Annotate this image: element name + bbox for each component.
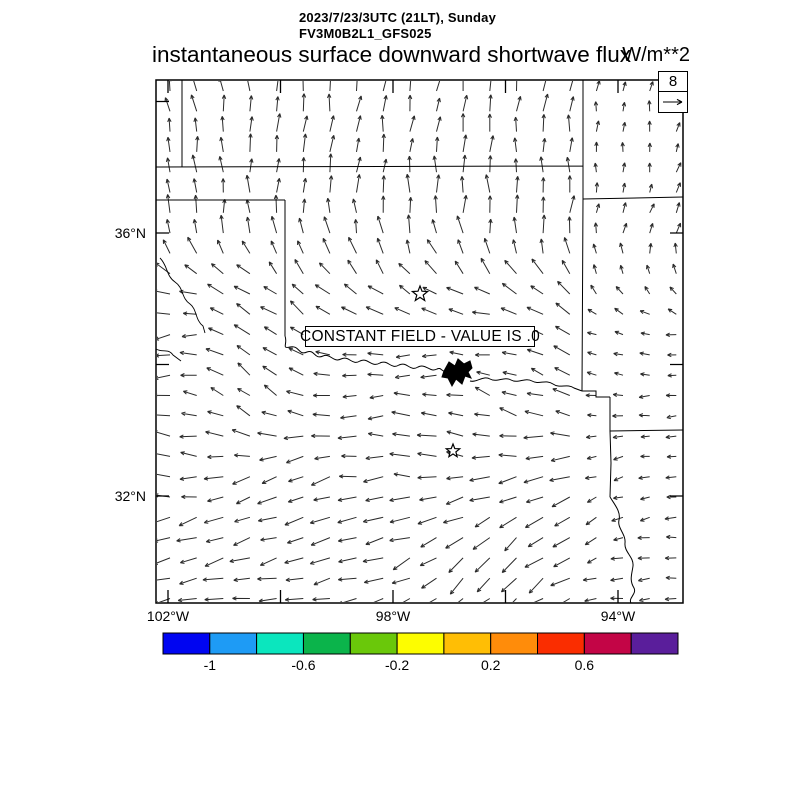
lat-tick-label: 36°N <box>114 225 146 241</box>
colorbar-segment <box>443 632 492 655</box>
location-star-marker <box>410 284 430 302</box>
reference-vector-value: 8 <box>659 72 687 92</box>
axis-ticks <box>156 80 683 603</box>
valid-time-header: 2023/7/23/3UTC (21LT), Sunday <box>299 10 497 25</box>
colorbar-segment <box>256 632 304 655</box>
colorbar-segment <box>537 632 585 655</box>
colorbar-tick-label: 0.2 <box>480 657 501 673</box>
location-star-marker <box>444 442 462 459</box>
colorbar-segment <box>303 632 351 655</box>
colorbar-segment <box>209 632 258 655</box>
plot-title: instantaneous surface downward shortwave… <box>152 42 632 67</box>
colorbar-segment <box>630 632 679 655</box>
lon-tick-label: 98°W <box>375 608 411 624</box>
lat-tick-label: 32°N <box>114 488 146 504</box>
colorbar-segment <box>396 632 445 655</box>
colorbar-segment <box>349 632 398 655</box>
model-run-header: FV3M0B2L1_GFS025 <box>299 26 432 41</box>
constant-field-note: CONSTANT FIELD - VALUE IS .0 <box>300 326 540 347</box>
colorbar-segment <box>490 632 539 655</box>
lake-texoma-shape <box>441 358 473 388</box>
colorbar-tick-label: 0.6 <box>574 657 595 673</box>
state-borders <box>155 80 684 604</box>
colorbar-segment <box>162 632 211 655</box>
map-frame <box>155 79 684 604</box>
units-label: W/m**2 <box>622 44 690 66</box>
colorbar-tick-label: -0.6 <box>291 657 316 673</box>
lon-tick-label: 102°W <box>146 608 190 624</box>
lon-tick-label: 94°W <box>600 608 636 624</box>
reference-vector-box: 8 <box>658 71 688 113</box>
colorbar-tick-label: -0.2 <box>385 657 410 673</box>
colorbar-tick-label: -1 <box>203 657 217 673</box>
wind-vector-field <box>157 81 682 602</box>
reference-vector-arrow-icon <box>663 98 683 106</box>
colorbar-segment <box>583 632 632 655</box>
river-lines <box>155 257 206 362</box>
